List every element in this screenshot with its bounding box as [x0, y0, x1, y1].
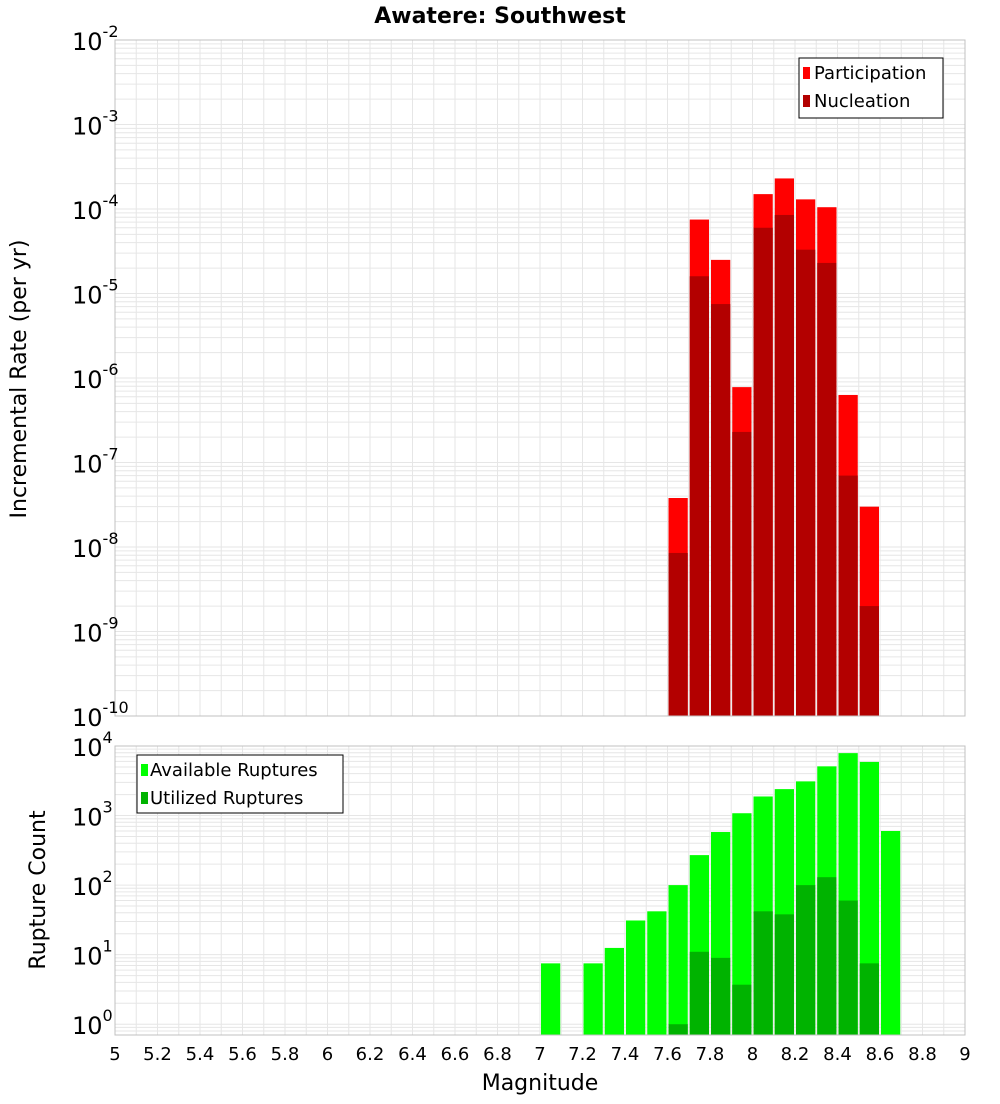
bottom-legend-swatch	[141, 764, 148, 776]
bottom-legend-label: Utilized Ruptures	[150, 788, 303, 809]
bottom-y-tick-label: 103	[72, 798, 113, 832]
chart-title: Awatere: Southwest	[374, 4, 626, 29]
top-bar-series2	[753, 227, 773, 716]
x-tick-label: 7.8	[696, 1044, 725, 1065]
top-y-tick-label: 10-9	[72, 614, 119, 648]
x-axis-label: Magnitude	[482, 1071, 599, 1096]
bottom-bar-series1	[732, 813, 752, 1035]
x-tick-label: 6.8	[483, 1044, 512, 1065]
bottom-bar-series2	[774, 914, 794, 1035]
x-tick-label: 8.8	[908, 1044, 937, 1065]
top-y-tick-label: 10-8	[72, 529, 119, 563]
x-tick-label: 5.4	[186, 1044, 215, 1065]
bottom-legend-box	[136, 754, 344, 814]
bottom-bar-series1	[604, 947, 624, 1035]
bottom-y-tick-label: 104	[72, 728, 113, 762]
top-bar-series2	[796, 249, 816, 716]
top-y-tick-label: 10-2	[72, 22, 119, 56]
bottom-bar-series1	[881, 830, 901, 1035]
top-legend-box	[798, 57, 944, 119]
top-y-tick-label: 10-5	[72, 276, 119, 310]
top-y-tick-label: 10-7	[72, 445, 119, 479]
x-tick-label: 6.2	[356, 1044, 385, 1065]
bottom-bar-series1	[647, 911, 667, 1035]
top-y-tick-label: 10-4	[72, 191, 119, 225]
bottom-y-axis-label: Rupture Count	[26, 810, 51, 970]
bottom-legend-swatch	[141, 792, 148, 804]
x-tick-label: 7	[534, 1044, 545, 1065]
x-tick-label: 6	[322, 1044, 333, 1065]
top-y-axis-label: Incremental Rate (per yr)	[7, 240, 32, 519]
x-tick-label: 5.8	[271, 1044, 300, 1065]
bottom-y-tick-label: 101	[72, 937, 113, 971]
bottom-bar-series2	[859, 963, 879, 1035]
x-tick-label: 7.2	[568, 1044, 597, 1065]
x-tick-label: 7.4	[611, 1044, 640, 1065]
x-tick-label: 5	[109, 1044, 120, 1065]
x-tick-label: 8.2	[781, 1044, 810, 1065]
bottom-plot-frame	[114, 745, 966, 1036]
top-legend-label: Participation	[814, 63, 926, 84]
top-legend-label: Nucleation	[814, 91, 910, 112]
top-bar-series2	[774, 214, 794, 716]
top-y-tick-label: 10-10	[72, 698, 129, 732]
bottom-bar-series2	[732, 984, 752, 1035]
bottom-bar-series1	[583, 963, 603, 1035]
x-tick-label: 8.4	[823, 1044, 852, 1065]
x-tick-label: 6.4	[398, 1044, 427, 1065]
bottom-bar-series2	[796, 885, 816, 1035]
bottom-bar-series2	[817, 877, 837, 1035]
top-plot-frame	[114, 39, 966, 717]
bottom-bar-series2	[753, 911, 773, 1035]
bottom-bar-series1	[541, 963, 561, 1035]
x-tick-label: 9	[959, 1044, 970, 1065]
top-bar-series2	[859, 606, 879, 716]
x-tick-label: 5.6	[228, 1044, 257, 1065]
x-tick-label: 8	[747, 1044, 758, 1065]
top-bar-series2	[817, 262, 837, 716]
bottom-bar-series2	[711, 957, 731, 1035]
bottom-bar-series1	[668, 885, 688, 1035]
bottom-y-tick-label: 100	[72, 1006, 113, 1040]
bottom-bar-series1	[626, 920, 646, 1035]
x-tick-label: 5.2	[143, 1044, 172, 1065]
top-bar-series2	[732, 431, 752, 716]
x-tick-label: 6.6	[441, 1044, 470, 1065]
bottom-bar-series2	[668, 1024, 688, 1035]
x-tick-label: 7.6	[653, 1044, 682, 1065]
bottom-legend-label: Available Ruptures	[150, 760, 318, 781]
top-bar-series2	[711, 304, 731, 716]
top-bar-series2	[838, 475, 858, 716]
top-y-tick-label: 10-6	[72, 360, 119, 394]
x-tick-label: 8.6	[866, 1044, 895, 1065]
bottom-bar-series2	[689, 951, 709, 1035]
top-bar-series2	[668, 552, 688, 716]
top-y-tick-label: 10-3	[72, 107, 119, 141]
bottom-y-tick-label: 102	[72, 867, 113, 901]
top-legend-swatch	[803, 67, 810, 79]
bottom-bar-series2	[838, 900, 858, 1035]
top-bar-series2	[689, 276, 709, 716]
top-legend-swatch	[803, 95, 810, 107]
